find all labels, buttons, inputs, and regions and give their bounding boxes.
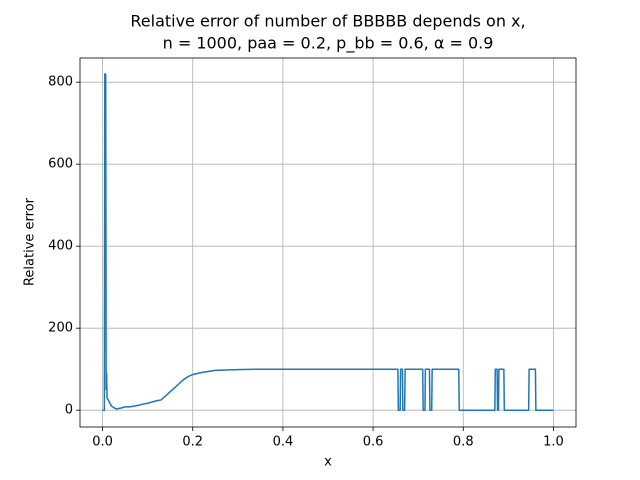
chart-title: Relative error of number of BBBBB depend… [130, 12, 525, 31]
x-axis-label: x [324, 455, 332, 470]
y-tick-label: 200 [48, 321, 73, 336]
data-line [102, 73, 554, 411]
x-tick-label: 0.0 [92, 435, 113, 450]
chart-title: n = 1000, paa = 0.2, p_bb = 0.6, α = 0.9 [163, 34, 494, 54]
x-tick-label: 0.6 [363, 435, 384, 450]
y-tick-label: 0 [65, 403, 73, 418]
x-tick-label: 1.0 [543, 435, 564, 450]
plot-frame [79, 57, 577, 428]
y-axis-label: Relative error [23, 197, 38, 286]
y-tick-label: 400 [48, 239, 73, 254]
x-tick-label: 0.2 [182, 435, 203, 450]
y-tick-label: 800 [48, 75, 73, 90]
x-tick-label: 0.4 [273, 435, 294, 450]
y-tick-label: 600 [48, 157, 73, 172]
x-tick-label: 0.8 [453, 435, 474, 450]
